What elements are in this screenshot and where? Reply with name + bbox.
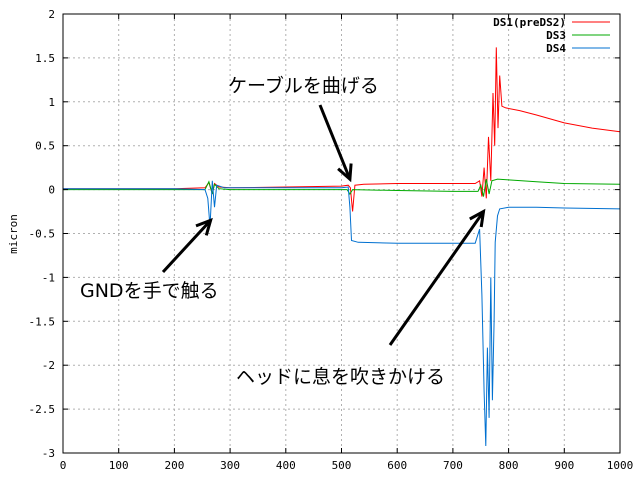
y-tick-label: 0.5	[35, 140, 55, 153]
legend-label-2: DS4	[546, 42, 566, 55]
y-tick-label: -2	[42, 359, 55, 372]
x-tick-label: 800	[499, 459, 519, 472]
annotation-arrowhead-2	[469, 208, 486, 228]
x-tick-label: 100	[109, 459, 129, 472]
legend-label-1: DS3	[546, 29, 566, 42]
x-tick-label: 700	[443, 459, 463, 472]
series-line-1	[63, 178, 621, 197]
y-tick-label: 2	[48, 8, 55, 21]
x-tick-label: 200	[164, 459, 184, 472]
x-tick-label: 400	[276, 459, 296, 472]
annotation-arrow-0	[318, 104, 352, 180]
y-tick-label: -1	[42, 271, 55, 284]
y-tick-label: 1.5	[35, 52, 55, 65]
y-tick-label: -3	[42, 447, 55, 460]
y-tick-label: 1	[48, 96, 55, 109]
y-tick-label: -0.5	[29, 228, 56, 241]
x-tick-label: 900	[554, 459, 574, 472]
y-tick-label: 0	[48, 184, 55, 197]
annotation-arrow-2	[388, 210, 485, 346]
axis-ticks: 0 100 200 300 400 500 600 700 800 900 1000 2 1.5 1 0.5…	[29, 8, 634, 472]
annotation-text-2: ヘッドに息を吹きかける	[236, 366, 445, 388]
y-tick-label: -2.5	[29, 403, 56, 416]
legend-label-0: DS1(preDS2)	[493, 16, 566, 29]
series-line-0	[63, 47, 621, 212]
grid-lines	[63, 14, 620, 453]
annotation-arrow-1	[161, 219, 212, 274]
annotation-text-0: ケーブルを曲げる	[228, 74, 379, 97]
series-line-2	[63, 180, 621, 447]
y-axis-label: micron	[7, 214, 20, 254]
x-tick-label: 600	[387, 459, 407, 472]
y-tick-label: -1.5	[29, 315, 56, 328]
x-tick-label: 500	[332, 459, 352, 472]
annotation-arrowhead-1	[195, 217, 213, 236]
series-layer	[63, 47, 621, 447]
x-tick-label: 1000	[607, 459, 634, 472]
annotation-arrowhead-0	[337, 163, 353, 183]
x-tick-label: 0	[60, 459, 67, 472]
annotation-text-1: GNDを手で触る	[80, 280, 219, 302]
x-tick-label: 300	[220, 459, 240, 472]
